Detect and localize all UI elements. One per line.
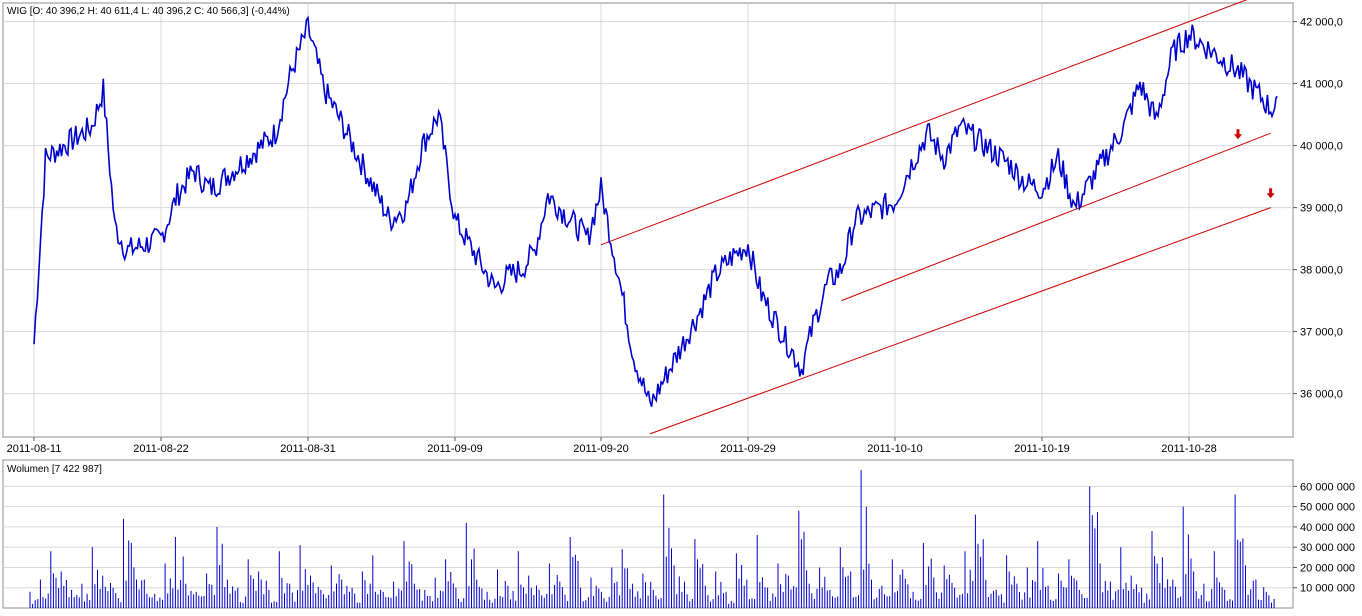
price-y-tick-label: 40 000,0 <box>1300 141 1343 153</box>
price-x-tick-label: 2011-09-29 <box>720 443 775 455</box>
price-x-tick-label: 2011-09-09 <box>427 443 482 455</box>
volume-panel-title: Wolumen [7 422 987] <box>7 464 102 475</box>
price-y-tick-label: 38 000,0 <box>1300 265 1343 277</box>
volume-y-tick-label: 50 000 000 <box>1300 502 1355 514</box>
volume-y-tick-label: 10 000 000 <box>1300 583 1355 595</box>
volume-panel-frame <box>2 459 1294 609</box>
price-x-tick-label: 2011-10-19 <box>1014 443 1069 455</box>
volume-y-tick-label: 30 000 000 <box>1300 542 1355 554</box>
price-markers <box>1234 129 1275 199</box>
price-y-tick-label: 42 000,0 <box>1300 17 1343 29</box>
price-x-tick-label: 2011-10-10 <box>867 443 922 455</box>
price-panel-frame <box>2 2 1294 438</box>
channel-line-middle <box>841 132 1271 302</box>
price-x-tick-label: 2011-09-20 <box>573 443 628 455</box>
price-x-axis: 2011-08-11 2011-08-22 2011-08-31 2011-09-09… <box>7 437 1217 455</box>
down-arrow-marker <box>1266 188 1275 199</box>
price-x-tick-label: 2011-08-22 <box>133 443 188 455</box>
price-y-tick-label: 36 000,0 <box>1300 389 1343 401</box>
volume-y-tick-label: 60 000 000 <box>1300 481 1355 493</box>
down-arrow-marker <box>1234 129 1242 140</box>
price-x-tick-label: 2011-10-28 <box>1161 443 1216 455</box>
price-x-tick-label: 2011-08-11 <box>7 443 62 455</box>
price-panel-title: WIG [O: 40 396,2 H: 40 611,4 L: 40 396,2… <box>7 6 290 17</box>
trend-channel <box>600 0 1271 435</box>
price-series-line <box>33 15 1278 407</box>
volume-grid <box>3 485 1293 589</box>
volume-y-tick-label: 20 000 000 <box>1300 562 1355 574</box>
volume-y-axis: 60 000 000 50 000 000 40 000 000 30 000 000… <box>1293 481 1355 595</box>
volume-y-tick-label: 40 000 000 <box>1300 522 1355 534</box>
channel-line-lower <box>649 207 1271 435</box>
price-y-tick-label: 39 000,0 <box>1300 203 1343 215</box>
volume-bars <box>29 470 1275 608</box>
price-y-tick-label: 41 000,0 <box>1300 79 1343 91</box>
price-y-axis: 42 000,0 41 000,0 40 000,0 39 000,0 38 000,0… <box>1293 17 1343 401</box>
price-x-tick-label: 2011-08-31 <box>280 443 335 455</box>
channel-line-upper <box>600 0 1248 246</box>
price-y-tick-label: 37 000,0 <box>1300 327 1343 339</box>
